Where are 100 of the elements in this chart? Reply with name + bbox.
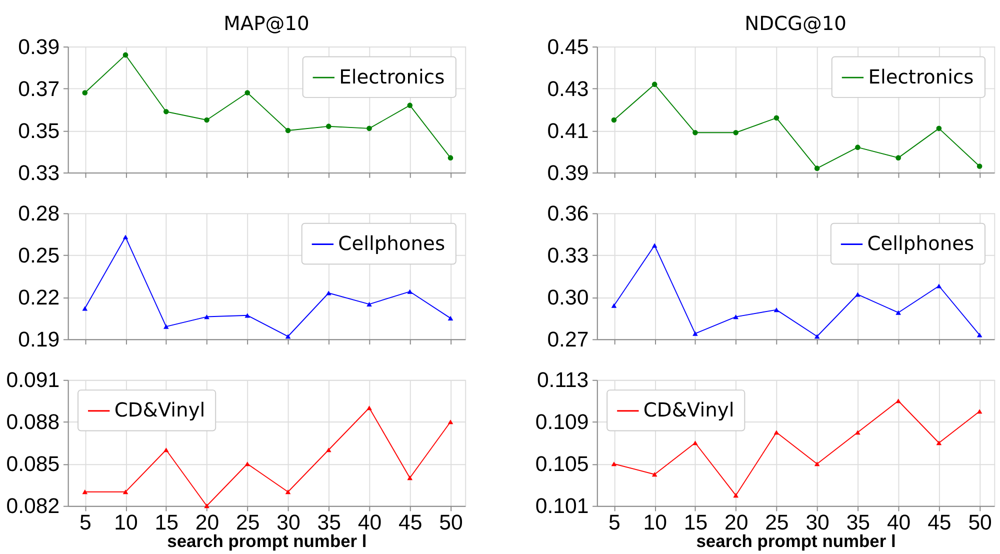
point	[82, 490, 88, 494]
point	[366, 406, 372, 410]
point	[244, 90, 250, 96]
legend-label: Electronics	[339, 65, 445, 88]
point	[285, 334, 291, 339]
point	[82, 306, 88, 311]
point	[814, 462, 820, 466]
point	[774, 115, 780, 121]
point	[692, 331, 698, 336]
x-tick-label: 5	[79, 510, 92, 535]
point	[244, 313, 250, 318]
y-tick-label: 0.39	[547, 160, 589, 185]
point	[611, 303, 617, 308]
point	[285, 490, 291, 494]
point	[448, 316, 454, 320]
y-tick-label: 0.082	[6, 494, 60, 518]
x-tick-label: 45	[398, 510, 422, 535]
point	[326, 124, 332, 129]
point	[407, 476, 413, 480]
legend-label: Cellphones	[338, 232, 446, 256]
y-tick-label: 0.25	[18, 243, 60, 268]
point	[733, 314, 738, 320]
point	[163, 324, 169, 329]
point	[611, 462, 617, 466]
y-tick-label: 0.105	[535, 452, 589, 476]
point	[326, 290, 332, 296]
y-tick-label: 0.45	[547, 34, 589, 59]
point	[733, 493, 738, 498]
point	[976, 164, 982, 169]
y-tick-label: 0.39	[18, 34, 60, 59]
point	[448, 420, 454, 424]
point	[122, 490, 128, 494]
point	[814, 334, 820, 339]
y-tick-label: 0.33	[547, 243, 589, 268]
legend-label: Cellphones	[867, 232, 974, 256]
point	[204, 314, 210, 320]
x-tick-label: 5	[608, 510, 620, 535]
y-tick-label: 0.37	[18, 76, 60, 101]
y-tick-label: 0.41	[547, 118, 589, 143]
y-tick-label: 0.113	[536, 368, 589, 392]
point	[774, 307, 780, 312]
point	[122, 52, 128, 58]
point	[611, 117, 617, 123]
point	[692, 130, 698, 136]
point	[976, 409, 982, 414]
point	[163, 448, 169, 452]
y-tick-label: 0.27	[547, 327, 589, 352]
y-tick-label: 0.28	[18, 201, 60, 226]
point	[774, 430, 780, 435]
point	[896, 398, 901, 404]
y-tick-label: 0.43	[547, 76, 589, 101]
point	[652, 82, 658, 87]
y-tick-label: 0.36	[547, 201, 589, 226]
point	[82, 90, 88, 96]
chart-title: NDCG@10	[744, 12, 846, 36]
point	[814, 166, 820, 171]
x-tick-label: 10	[643, 510, 668, 535]
point	[936, 126, 942, 132]
y-tick-label: 0.101	[535, 494, 589, 518]
point	[855, 292, 860, 297]
y-tick-label: 0.35	[18, 118, 60, 143]
point	[122, 234, 128, 240]
y-tick-label: 0.30	[547, 285, 589, 310]
y-tick-label: 0.109	[535, 410, 589, 434]
x-tick-label: 50	[439, 510, 463, 535]
point	[936, 440, 942, 446]
point	[163, 108, 169, 114]
point	[366, 302, 372, 306]
y-tick-label: 0.19	[18, 327, 60, 352]
y-tick-label: 0.33	[18, 160, 60, 185]
legend-label: CD&Vinyl	[114, 398, 206, 422]
x-tick-label: 45	[928, 510, 952, 535]
y-tick-label: 0.088	[6, 410, 60, 434]
x-tick-label: 10	[114, 510, 138, 535]
y-tick-label: 0.22	[18, 285, 60, 310]
x-tick-label: 50	[968, 510, 992, 535]
point	[366, 126, 372, 132]
point	[652, 243, 658, 248]
point	[855, 144, 860, 150]
point	[896, 155, 901, 160]
legend-label: CD&Vinyl	[643, 398, 734, 422]
y-tick-label: 0.091	[6, 368, 60, 392]
point	[204, 117, 210, 123]
point	[448, 155, 454, 160]
point	[204, 504, 210, 508]
chart-title: MAP@10	[224, 12, 310, 36]
point	[326, 448, 332, 452]
point	[285, 128, 291, 134]
point	[407, 289, 413, 294]
point	[976, 332, 982, 338]
point	[936, 284, 942, 288]
point	[733, 130, 738, 136]
point	[896, 310, 901, 315]
point	[692, 440, 698, 446]
point	[244, 462, 250, 466]
legend-label: Electronics	[868, 65, 974, 88]
y-tick-label: 0.085	[6, 452, 60, 476]
point	[652, 472, 658, 477]
point	[407, 102, 413, 108]
point	[855, 430, 860, 435]
